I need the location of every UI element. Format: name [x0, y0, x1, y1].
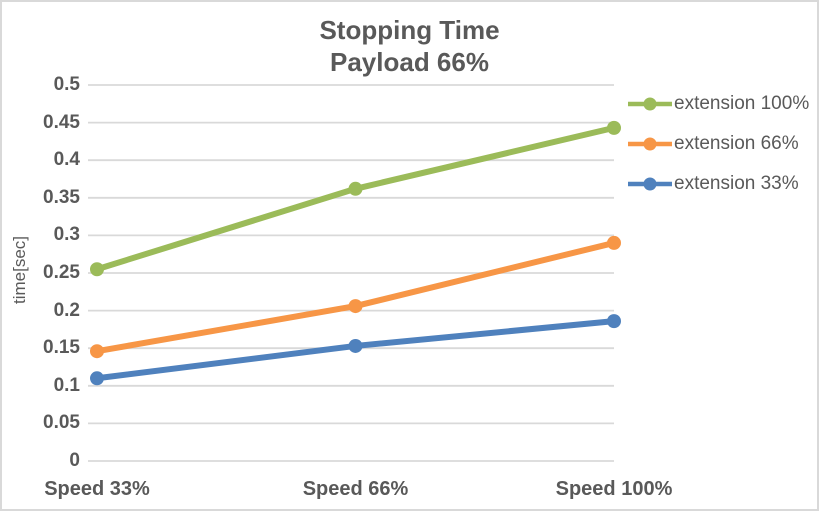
y-tick-label: 0.1: [53, 374, 80, 396]
chart-legend: extension 100% extension 66% extension 33%: [627, 84, 809, 204]
data-point: [90, 262, 104, 277]
data-point: [348, 299, 363, 314]
y-tick-label: 0.3: [53, 224, 80, 246]
data-point: [90, 371, 104, 386]
data-point: [607, 235, 621, 250]
y-tick-label: 0.35: [43, 186, 80, 208]
data-point: [607, 120, 621, 135]
series-line-extension-66-: [94, 239, 617, 355]
legend-marker-icon: [628, 177, 672, 191]
y-tick-label: 0.5: [53, 74, 80, 95]
y-tick-label: 0.15: [43, 337, 80, 359]
legend-item-extension-33-: extension 33%: [627, 164, 809, 204]
y-tick-label: 0.45: [43, 111, 80, 133]
data-point: [607, 314, 621, 329]
legend-label: extension 33%: [674, 173, 799, 194]
chart-title: Stopping Time Payload 66%: [2, 14, 817, 78]
legend-label: extension 66%: [674, 133, 799, 154]
legend-marker-icon: [628, 97, 672, 111]
x-category-label: Speed 66%: [302, 478, 409, 500]
data-point: [348, 338, 363, 353]
y-tick-label: 0.05: [43, 412, 80, 434]
legend-item-extension-100-: extension 100%: [627, 84, 809, 124]
data-point: [90, 344, 104, 359]
x-category-label: Speed 33%: [44, 478, 150, 500]
chart-title-line1: Stopping Time: [319, 15, 500, 45]
data-point: [348, 181, 363, 196]
x-category-label: Speed 100%: [555, 478, 673, 500]
y-tick-label: 0.25: [43, 262, 80, 283]
legend-marker-icon: [628, 137, 672, 151]
y-tick-label: 0.4: [53, 149, 80, 171]
y-tick-label: 0: [69, 450, 80, 471]
chart-title-line2: Payload 66%: [330, 47, 489, 77]
y-tick-label: 0.2: [53, 299, 80, 321]
legend-label: extension 100%: [674, 93, 810, 114]
legend-item-extension-66-: extension 66%: [627, 124, 809, 164]
plot-area: [88, 84, 621, 462]
